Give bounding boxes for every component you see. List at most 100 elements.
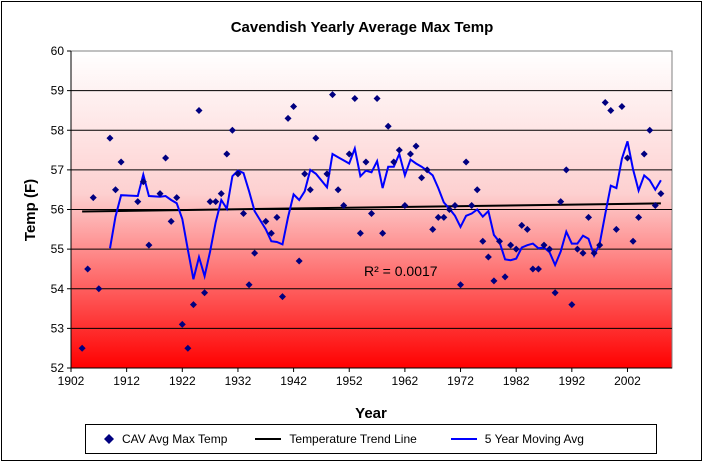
x-tick-label: 1982	[503, 374, 530, 388]
x-tick-label: 1962	[392, 374, 419, 388]
data-point	[368, 209, 375, 217]
y-tick-label: 56	[51, 203, 65, 217]
data-point	[395, 146, 403, 154]
x-tick-label: 1922	[169, 374, 196, 388]
data-point	[579, 249, 587, 257]
data-point	[618, 102, 626, 110]
y-tick-label: 60	[51, 44, 65, 58]
data-point	[245, 281, 253, 289]
data-point	[546, 245, 554, 253]
x-tick-label: 1972	[447, 374, 474, 388]
legend-item-moving-avg: 5 Year Moving Avg	[450, 432, 584, 446]
x-tick-label: 1912	[113, 374, 140, 388]
data-point	[657, 190, 665, 198]
data-point	[540, 241, 548, 249]
data-point	[373, 95, 381, 103]
data-point	[429, 225, 437, 233]
data-point	[340, 202, 348, 210]
data-point	[345, 150, 353, 158]
data-point	[390, 158, 398, 166]
data-point	[590, 249, 598, 257]
data-point	[623, 154, 631, 162]
data-point	[201, 289, 209, 297]
data-point	[178, 320, 186, 328]
data-point	[223, 150, 231, 158]
data-point	[612, 225, 620, 233]
data-point	[167, 217, 175, 225]
data-point	[240, 209, 248, 217]
data-point	[134, 198, 142, 206]
data-point	[512, 245, 520, 253]
data-point	[195, 106, 203, 114]
data-point	[212, 198, 220, 206]
diamond-marker-icon	[104, 434, 114, 444]
y-tick-label: 52	[51, 361, 65, 375]
data-point	[306, 186, 314, 194]
data-point	[518, 221, 526, 229]
x-axis-label: Year	[355, 405, 387, 422]
data-point	[217, 190, 225, 198]
y-tick-label: 57	[51, 163, 65, 177]
y-tick-label: 54	[51, 282, 65, 296]
data-point	[273, 213, 281, 221]
data-point	[356, 229, 364, 237]
legend-label: CAV Avg Max Temp	[122, 432, 228, 446]
data-point	[501, 273, 509, 281]
data-point	[440, 213, 448, 221]
data-point	[629, 237, 637, 245]
data-point	[145, 241, 153, 249]
data-point	[156, 190, 164, 198]
x-tick-label: 1932	[225, 374, 252, 388]
data-point	[534, 265, 542, 273]
data-point	[228, 126, 236, 134]
legend-label: Temperature Trend Line	[289, 432, 417, 446]
data-point	[173, 194, 181, 202]
data-point	[334, 186, 342, 194]
data-point	[557, 198, 565, 206]
moving-average-line	[109, 140, 662, 281]
x-tick-label: 1902	[58, 374, 85, 388]
data-point	[445, 206, 453, 213]
data-point	[585, 213, 593, 221]
data-point	[423, 166, 431, 174]
data-point	[451, 202, 459, 210]
data-point	[406, 150, 414, 158]
data-point	[379, 229, 387, 237]
data-point	[523, 225, 531, 233]
black-line-icon	[255, 438, 282, 440]
data-point	[295, 257, 303, 265]
x-tick-label: 1952	[336, 374, 363, 388]
x-tick-label: 1942	[280, 374, 307, 388]
data-point	[495, 237, 503, 245]
data-point	[234, 170, 242, 178]
data-point	[206, 198, 214, 206]
legend-item-trend: Temperature Trend Line	[255, 432, 417, 446]
data-point	[529, 265, 537, 273]
data-point	[267, 229, 275, 237]
data-point	[351, 95, 359, 103]
data-point	[278, 293, 286, 301]
data-point	[112, 186, 120, 194]
data-point	[462, 158, 470, 166]
legend: CAV Avg Max Temp Temperature Trend Line …	[85, 424, 657, 454]
data-point	[329, 91, 337, 99]
y-tick-label: 53	[51, 321, 65, 335]
y-tick-label: 58	[51, 123, 65, 137]
data-point	[457, 281, 465, 289]
data-point	[418, 174, 426, 182]
data-point	[601, 99, 609, 107]
data-point	[490, 277, 498, 285]
data-point	[384, 122, 392, 130]
data-point	[117, 158, 125, 166]
y-axis-label: Temp (F)	[22, 179, 39, 241]
data-point	[468, 202, 476, 210]
data-point	[412, 142, 420, 150]
data-point	[568, 301, 576, 309]
data-point	[596, 241, 604, 249]
data-point	[651, 202, 659, 210]
data-point	[251, 249, 259, 257]
data-point	[479, 237, 487, 245]
data-point	[139, 178, 147, 186]
